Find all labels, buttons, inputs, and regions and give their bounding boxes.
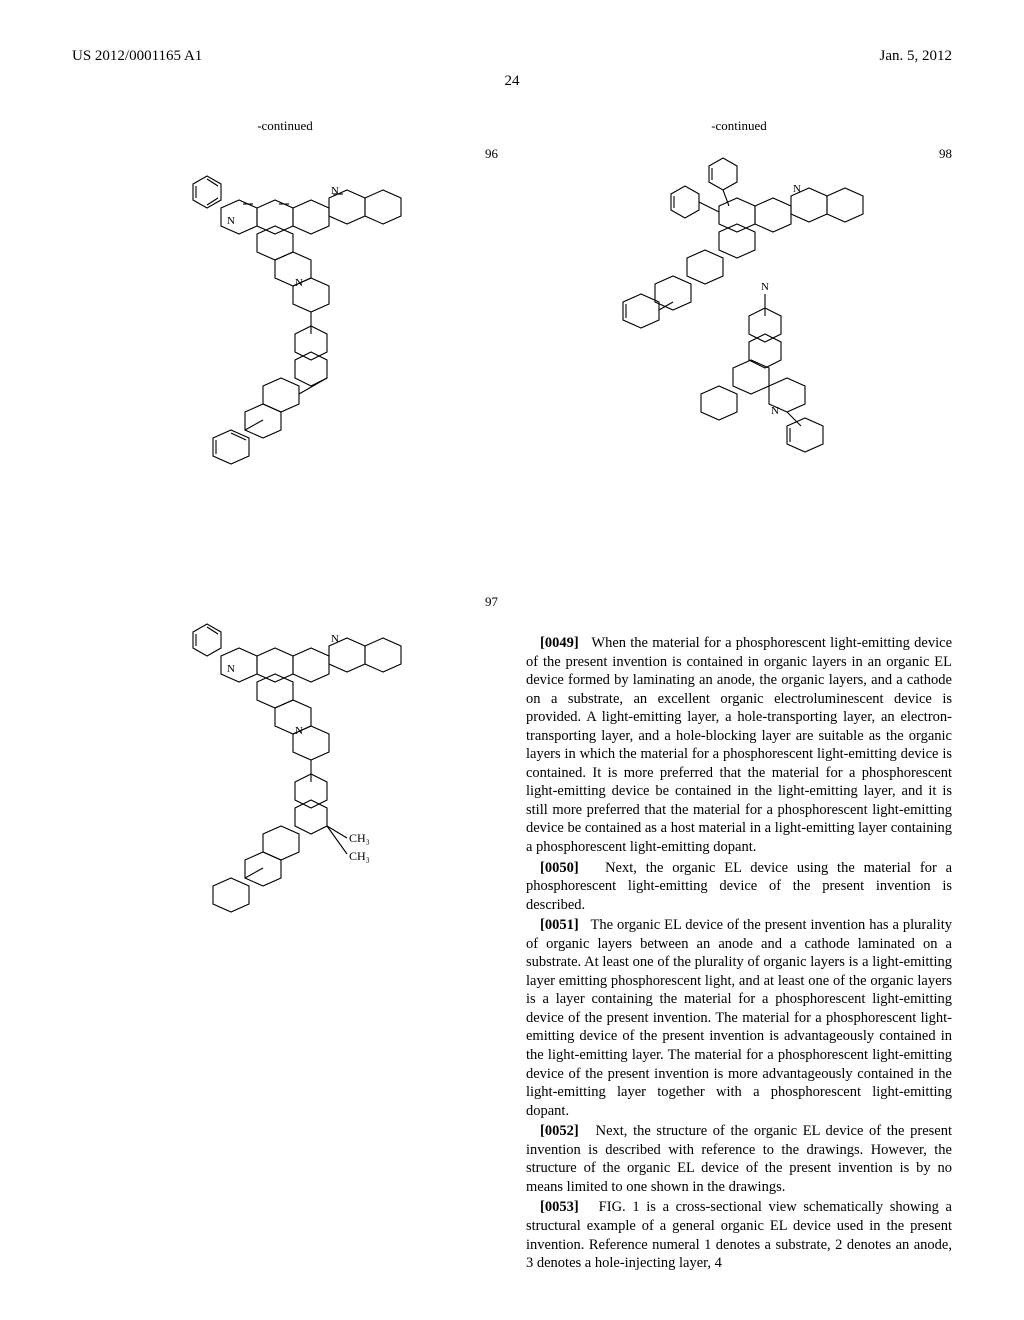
para-text-0053: FIG. 1 is a cross-sectional view schemat… [526, 1199, 952, 1271]
paragraph-0053: [0053] FIG. 1 is a cross-sectional view … [526, 1198, 952, 1272]
svg-text:N: N [761, 281, 769, 293]
methyl-label-1: CH₃ [349, 831, 370, 845]
para-num-0053: [0053] [540, 1199, 579, 1215]
continued-label-left: -continued [72, 118, 498, 134]
publication-date: Jan. 5, 2012 [880, 48, 953, 65]
continued-label-right: -continued [526, 118, 952, 134]
para-text-0051: The organic EL device of the present inv… [526, 917, 952, 1118]
chemical-structure-98: 98 N [526, 146, 952, 606]
molecule-97-svg: N N N [135, 594, 435, 1034]
left-column: -continued 96 N N [72, 118, 498, 1275]
structure-number-96: 96 [485, 146, 498, 162]
para-num-0051: [0051] [540, 917, 579, 933]
structure-number-98: 98 [939, 146, 952, 162]
svg-text:N: N [227, 215, 235, 227]
right-column: -continued 98 N [526, 118, 952, 1275]
svg-text:N: N [295, 277, 303, 289]
svg-text:N: N [295, 725, 303, 737]
para-text-0052: Next, the structure of the organic EL de… [526, 1123, 952, 1195]
para-text-0049: When the material for a phosphorescent l… [526, 635, 952, 855]
svg-text:N: N [793, 183, 801, 195]
two-column-layout: -continued 96 N N [72, 118, 952, 1275]
structure-number-97: 97 [485, 594, 498, 610]
para-text-0050: Next, the organic EL device using the ma… [526, 860, 952, 913]
methyl-label-2: CH₃ [349, 849, 370, 863]
molecule-98-svg: N N N [579, 146, 899, 606]
paragraph-0049: [0049] When the material for a phosphore… [526, 634, 952, 857]
svg-text:N: N [771, 405, 779, 417]
paragraph-0051: [0051] The organic EL device of the pres… [526, 916, 952, 1120]
page-number: 24 [72, 73, 952, 90]
svg-text:N: N [331, 633, 339, 645]
page-header: US 2012/0001165 A1 Jan. 5, 2012 [72, 48, 952, 65]
molecule-96-svg: N N N [135, 146, 435, 566]
chemical-structure-96: 96 N N [72, 146, 498, 566]
para-num-0049: [0049] [540, 635, 579, 651]
para-num-0052: [0052] [540, 1123, 579, 1139]
chemical-structure-97: 97 N N N [72, 594, 498, 1034]
svg-text:N: N [227, 663, 235, 675]
paragraph-0050: [0050] Next, the organic EL device using… [526, 859, 952, 915]
para-num-0050: [0050] [540, 860, 579, 876]
paragraph-0052: [0052] Next, the structure of the organi… [526, 1122, 952, 1196]
svg-text:N: N [331, 185, 339, 197]
publication-number: US 2012/0001165 A1 [72, 48, 202, 65]
